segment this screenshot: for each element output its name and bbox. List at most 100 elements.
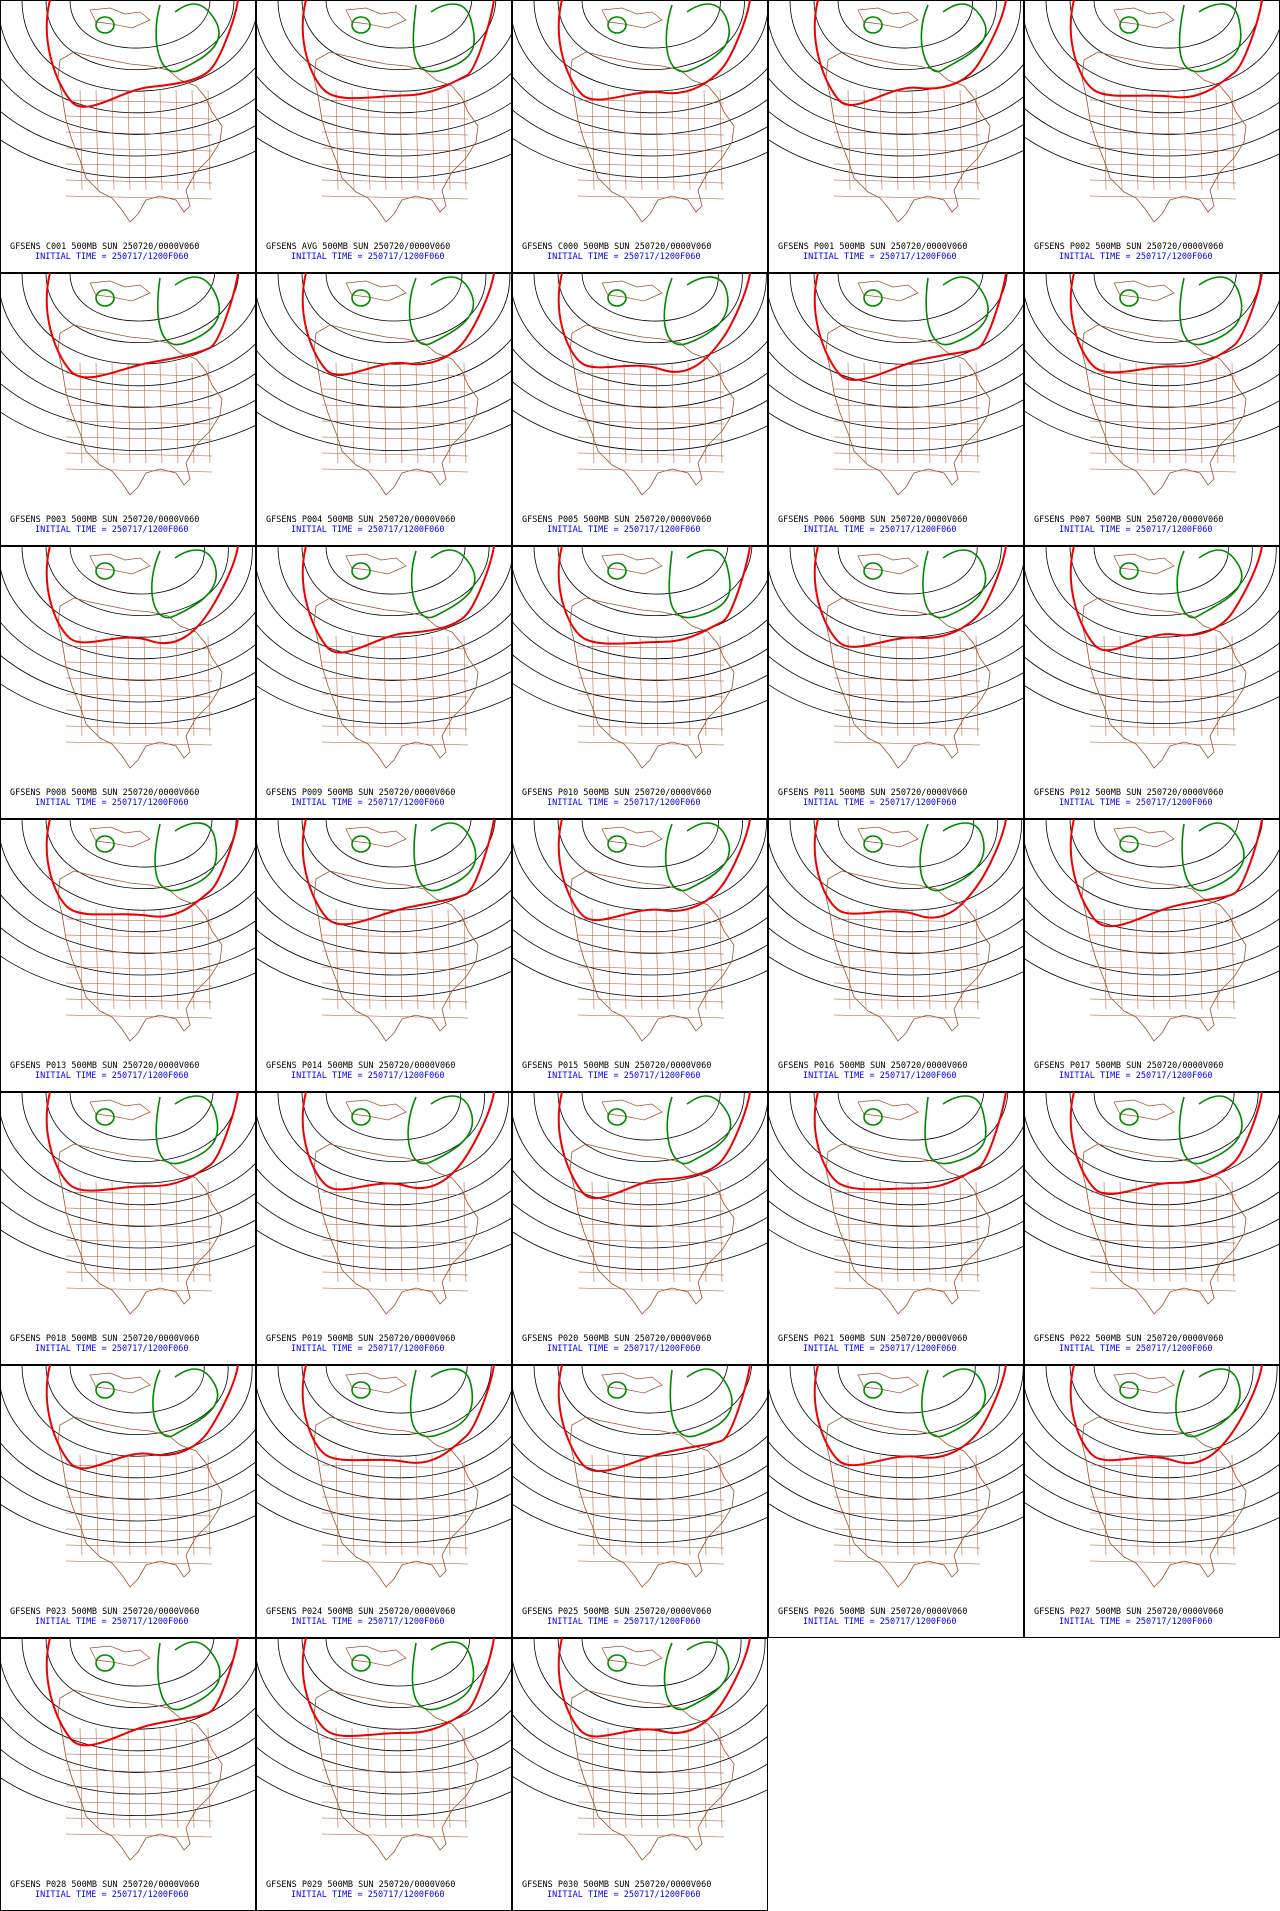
state-line [847,89,851,191]
state-line [577,131,725,136]
red-contour [557,819,751,921]
state-line [1167,1454,1171,1556]
init-time: INITIAL TIME = 250717/1200F060 [547,1617,701,1627]
state-line [591,362,595,464]
height-contour [512,620,768,681]
state-line [1199,635,1203,737]
height-contour [0,892,256,954]
state-line [65,1817,213,1822]
state-line [463,362,467,464]
state-line [577,372,725,377]
height-contour [512,290,768,387]
arctic-islands [89,826,151,848]
height-contour [277,546,512,638]
height-contour [21,0,256,92]
state-line [207,908,211,1010]
height-contour [256,1501,512,1543]
state-line [927,908,931,1010]
state-line [321,388,469,393]
state-line [833,99,981,104]
panel-border [256,0,512,273]
state-line [577,1801,725,1806]
map-panel: GFSENS P012 500MB SUN 250720/0000V060INI… [1024,546,1280,819]
height-contour [512,653,768,703]
state-line [447,908,451,1010]
green-contour [411,1641,475,1711]
arctic-islands [601,1372,663,1394]
state-line [833,1191,981,1196]
green-contour [1119,835,1139,853]
state-line [1089,131,1237,136]
state-line [321,998,469,1003]
state-line [577,1817,725,1822]
height-contour [512,1441,768,1500]
red-contour [557,0,751,101]
green-contour [1119,1108,1139,1126]
height-contour [768,1166,1024,1227]
coastline [1081,870,1247,1042]
green-contour [351,835,371,853]
state-line [703,1181,707,1283]
state-line [399,362,403,464]
height-contour [256,74,512,135]
height-contour [557,273,743,343]
state-line [833,725,981,730]
init-time: INITIAL TIME = 250717/1200F060 [803,252,957,262]
red-contour [813,1365,1007,1467]
state-line [351,362,355,464]
coastline [825,1143,991,1315]
state-line [911,908,915,1010]
green-contour [863,289,883,307]
state-line [833,436,981,441]
state-line [95,89,99,191]
coastline [569,870,735,1042]
height-contour [1045,273,1280,365]
state-line [65,179,213,184]
map-panel: GFSENS C001 500MB SUN 250720/0000V060INI… [0,0,256,273]
state-line [879,89,883,191]
green-contour [666,1095,732,1165]
green-contour [413,822,477,892]
height-contour [0,955,256,997]
state-line [1089,420,1237,425]
panel-title: GFSENS AVG 500MB SUN 250720/0000V060 [266,242,450,252]
state-line [65,934,213,939]
state-line [975,89,979,191]
state-line [399,635,403,737]
green-contour [1178,3,1242,73]
state-line [879,1454,883,1556]
state-line [321,1817,469,1822]
state-line [577,1271,725,1276]
green-contour [668,549,731,619]
state-line [577,725,725,730]
arctic-islands [89,1645,151,1667]
height-contour [1045,0,1280,92]
state-line [833,163,981,168]
height-contour [0,1503,256,1543]
state-line [65,1207,213,1212]
height-contour [325,1638,471,1687]
state-line [577,982,725,987]
state-line [833,1271,981,1276]
height-contour [256,656,512,703]
arctic-islands [345,7,407,29]
state-line [65,468,213,473]
green-contour [95,1654,115,1672]
height-contour [325,0,473,49]
state-line [577,1255,725,1260]
height-contour [1024,107,1280,157]
height-contour [581,819,719,868]
green-contour [351,1108,371,1126]
red-contour [301,273,495,376]
height-contour [1069,546,1253,616]
map-panel: GFSENS P028 500MB SUN 250720/0000V060INI… [0,1638,256,1911]
state-line [431,1181,435,1283]
panel-border [0,273,256,546]
panel-title: GFSENS P007 500MB SUN 250720/0000V060 [1034,515,1223,525]
panel-title: GFSENS P025 500MB SUN 250720/0000V060 [522,1607,711,1617]
state-line [65,1271,213,1276]
state-line [671,362,675,464]
green-contour [95,16,115,34]
state-line [577,709,725,714]
state-line [415,908,419,1010]
